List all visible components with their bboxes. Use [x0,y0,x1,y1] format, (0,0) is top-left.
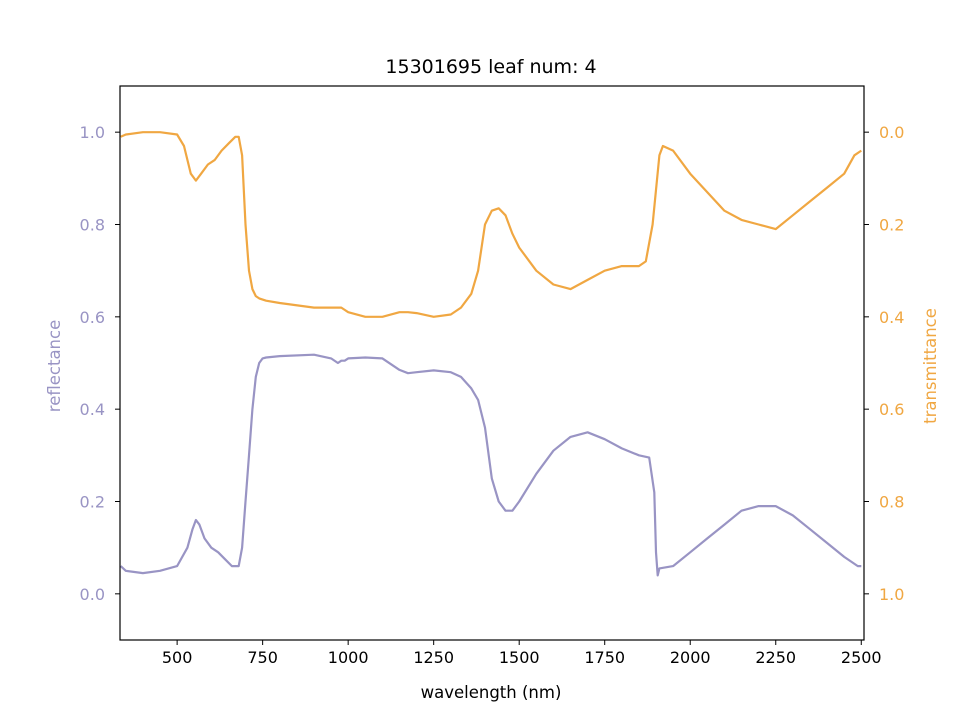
x-axis-label: wavelength (nm) [421,683,562,702]
right-tick-label: 1.0 [879,585,904,604]
plot-lines [119,131,862,577]
left-tick-label: 0.8 [80,216,105,235]
right-tick-label: 0.8 [879,493,904,512]
x-tick-label: 1750 [584,648,625,667]
right-tick-label: 0.0 [879,123,904,142]
x-tick-label: 500 [162,648,193,667]
series-line-transmittance [120,131,862,318]
plot-frame [119,85,865,641]
x-tick-label: 2000 [670,648,711,667]
left-tick-label: 1.0 [80,123,105,142]
left-axis-label: reflectance [45,320,64,412]
x-tick-label: 2250 [755,648,796,667]
left-tick-label: 0.0 [80,585,105,604]
right-tick-label: 0.2 [879,216,904,235]
x-tick-label: 1000 [328,648,369,667]
left-tick-label: 0.2 [80,493,105,512]
left-tick-label: 0.6 [80,308,105,327]
x-tick-label: 750 [247,648,278,667]
x-tick-label: 2500 [841,648,882,667]
left-axis-ticks: 0.0 0.2 0.4 0.6 0.8 1.0 [80,123,120,604]
x-tick-label: 1500 [499,648,540,667]
right-axis-ticks: 0.0 0.2 0.4 0.6 0.8 1.0 [864,123,904,604]
left-tick-label: 0.4 [80,400,105,419]
right-tick-label: 0.6 [879,400,904,419]
series-line-reflectance [119,353,862,577]
x-tick-label: 1250 [413,648,454,667]
chart-title: 15301695 leaf num: 4 [385,56,596,78]
right-axis-label: transmittance [921,308,940,424]
right-tick-label: 0.4 [879,308,904,327]
x-axis-ticks: 500 750 1000 1250 1500 1750 2000 2250 2500 [162,640,882,667]
